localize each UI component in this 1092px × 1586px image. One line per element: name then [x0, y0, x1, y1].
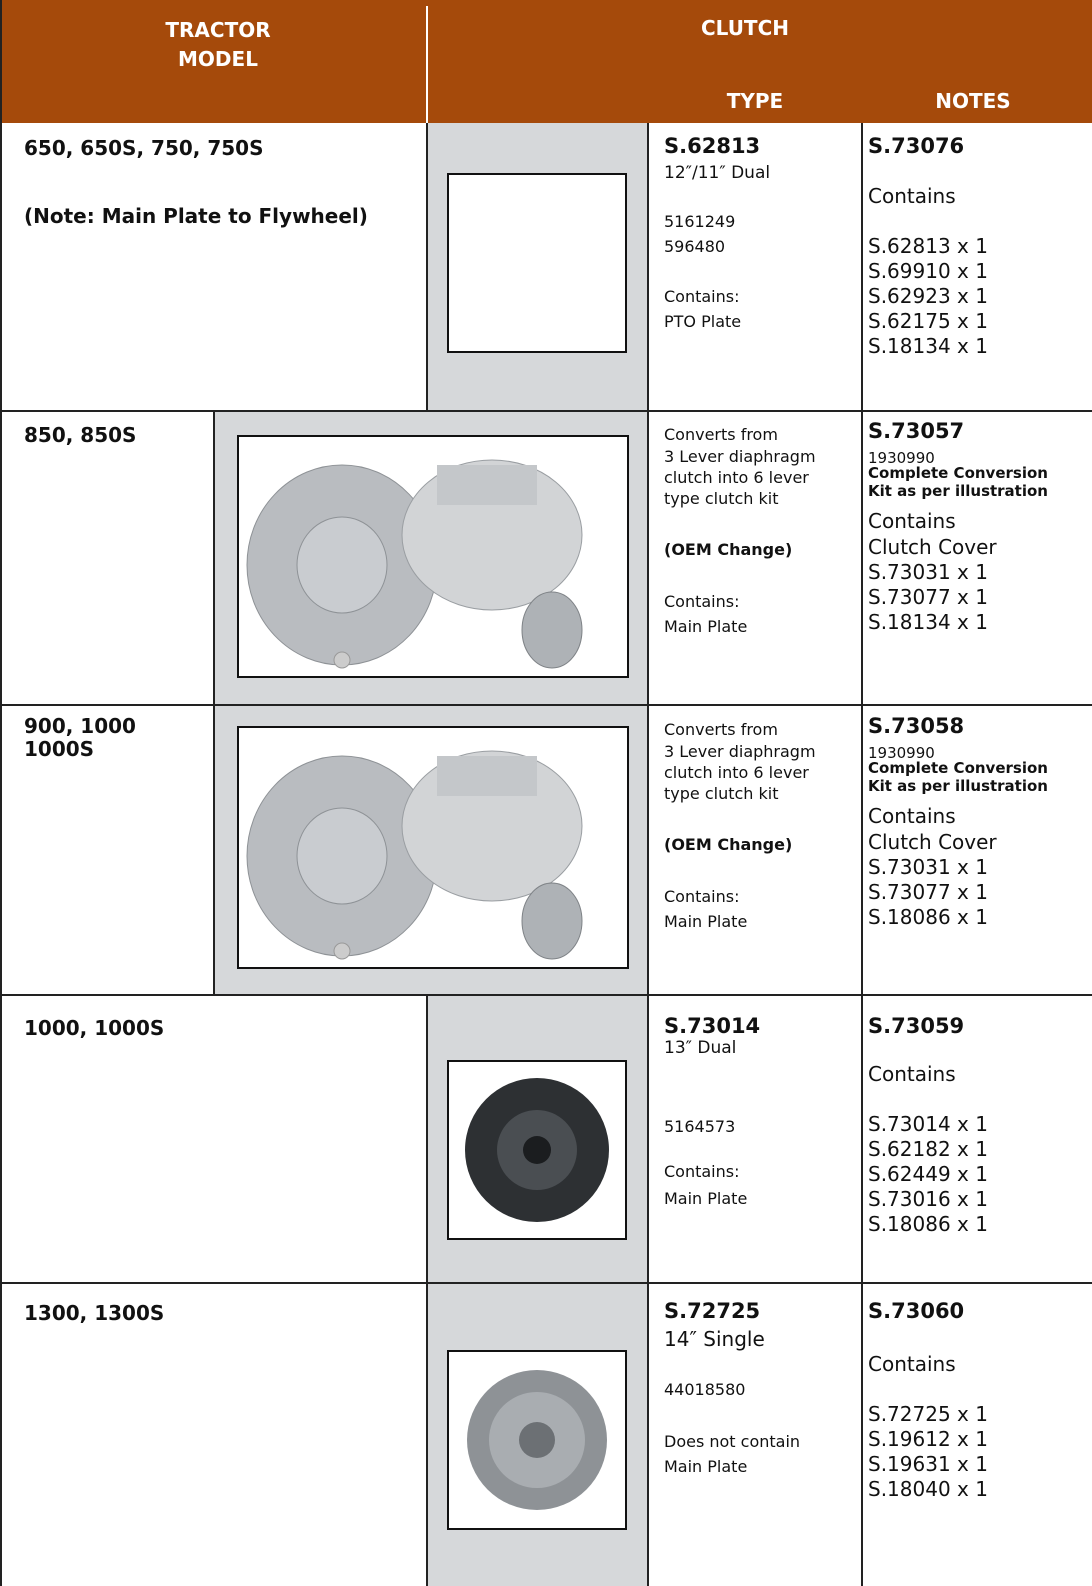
- notes-text: S.18134 x 1: [868, 334, 988, 358]
- border: [426, 123, 428, 411]
- notes-text: S.73059: [868, 1014, 965, 1038]
- notes-text: S.18086 x 1: [868, 905, 988, 929]
- image-box: [447, 173, 627, 353]
- clutch-kit-image: [237, 726, 629, 969]
- header-type: TYPE: [726, 89, 784, 113]
- notes-text: S.62449 x 1: [868, 1162, 988, 1186]
- notes-text: Contains: [868, 1062, 956, 1086]
- notes-text: S.73031 x 1: [868, 855, 988, 879]
- type-text: type clutch kit: [664, 784, 779, 803]
- type-text: 13″ Dual: [664, 1038, 737, 1058]
- type-text: Converts from: [664, 425, 778, 444]
- type-text: 3 Lever diaphragm: [664, 742, 816, 761]
- model-text: 850, 850S: [24, 423, 137, 447]
- type-text: clutch into 6 lever: [664, 763, 809, 782]
- notes-text: Contains: [868, 1352, 956, 1376]
- notes-text: S.73076: [868, 134, 965, 158]
- notes-text: S.62175 x 1: [868, 309, 988, 333]
- notes-text: Kit as per illustration: [868, 482, 1048, 500]
- notes-text: Contains: [868, 804, 956, 828]
- type-text: 3 Lever diaphragm: [664, 447, 816, 466]
- notes-text: S.18040 x 1: [868, 1477, 988, 1501]
- model-text: 1300, 1300S: [24, 1301, 165, 1325]
- notes-text: S.73057: [868, 419, 965, 443]
- type-text: Main Plate: [664, 617, 748, 636]
- border: [0, 994, 1092, 996]
- header-model: TRACTOR MODEL: [0, 16, 436, 74]
- type-text: (OEM Change): [664, 835, 793, 854]
- notes-text: 1930990: [868, 744, 935, 762]
- border: [0, 410, 1092, 412]
- type-text: Contains:: [664, 592, 740, 611]
- header-model-line: TRACTOR: [165, 18, 271, 42]
- notes-text: S.62923 x 1: [868, 284, 988, 308]
- type-text: Contains:: [664, 1162, 740, 1181]
- notes-text: S.62182 x 1: [868, 1137, 988, 1161]
- header-bar: [0, 0, 1092, 123]
- model-text: 1000, 1000S: [24, 1016, 165, 1040]
- model-text: (Note: Main Plate to Flywheel): [24, 204, 368, 228]
- type-text: S.73014: [664, 1014, 761, 1038]
- border: [0, 0, 2, 1586]
- header-notes: NOTES: [935, 89, 1011, 113]
- type-text: 14″ Single: [664, 1327, 765, 1351]
- type-text: 596480: [664, 237, 726, 256]
- notes-text: S.73060: [868, 1299, 965, 1323]
- model-text: 1000S: [24, 737, 95, 761]
- type-text: Contains:: [664, 887, 740, 906]
- type-text: clutch into 6 lever: [664, 468, 809, 487]
- notes-text: S.62813 x 1: [868, 234, 988, 258]
- notes-text: S.19631 x 1: [868, 1452, 988, 1476]
- notes-text: S.72725 x 1: [868, 1402, 988, 1426]
- border: [0, 704, 1092, 706]
- notes-text: Kit as per illustration: [868, 777, 1048, 795]
- type-text: Main Plate: [664, 912, 748, 931]
- notes-text: S.73031 x 1: [868, 560, 988, 584]
- border: [861, 123, 863, 1586]
- notes-text: Complete Conversion: [868, 464, 1048, 482]
- notes-text: S.18134 x 1: [868, 610, 988, 634]
- border: [213, 411, 215, 995]
- notes-text: S.73077 x 1: [868, 585, 988, 609]
- notes-text: Clutch Cover: [868, 830, 997, 854]
- type-text: 5164573: [664, 1117, 736, 1136]
- notes-text: S.73077 x 1: [868, 880, 988, 904]
- type-text: Contains:: [664, 287, 740, 306]
- type-text: 5161249: [664, 212, 736, 231]
- clutch-kit-image: [237, 435, 629, 678]
- clutch-image: [447, 1350, 627, 1530]
- notes-text: S.19612 x 1: [868, 1427, 988, 1451]
- notes-text: S.18086 x 1: [868, 1212, 988, 1236]
- notes-text: 1930990: [868, 449, 935, 467]
- clutch-image: [447, 1060, 627, 1240]
- notes-text: S.69910 x 1: [868, 259, 988, 283]
- notes-text: S.73014 x 1: [868, 1112, 988, 1136]
- type-text: Does not contain: [664, 1432, 801, 1451]
- type-text: Main Plate: [664, 1457, 748, 1476]
- type-text: 44018580: [664, 1380, 746, 1399]
- header-clutch: CLUTCH: [700, 16, 789, 40]
- notes-text: Clutch Cover: [868, 535, 997, 559]
- model-text: 900, 1000: [24, 714, 136, 738]
- type-text: type clutch kit: [664, 489, 779, 508]
- border: [0, 1282, 1092, 1284]
- notes-text: S.73016 x 1: [868, 1187, 988, 1211]
- notes-text: Complete Conversion: [868, 759, 1048, 777]
- notes-text: Contains: [868, 509, 956, 533]
- border: [647, 123, 649, 1586]
- type-text: Converts from: [664, 720, 778, 739]
- type-text: PTO Plate: [664, 312, 742, 331]
- header-model-line: MODEL: [178, 47, 258, 71]
- notes-text: Contains: [868, 184, 956, 208]
- header-divider: [426, 6, 428, 123]
- border: [426, 995, 428, 1586]
- type-text: 12″/11″ Dual: [664, 163, 771, 183]
- type-text: (OEM Change): [664, 540, 793, 559]
- type-text: S.72725: [664, 1299, 761, 1323]
- type-text: S.62813: [664, 134, 761, 158]
- notes-text: S.73058: [868, 714, 965, 738]
- type-text: Main Plate: [664, 1189, 748, 1208]
- model-text: 650, 650S, 750, 750S: [24, 136, 264, 160]
